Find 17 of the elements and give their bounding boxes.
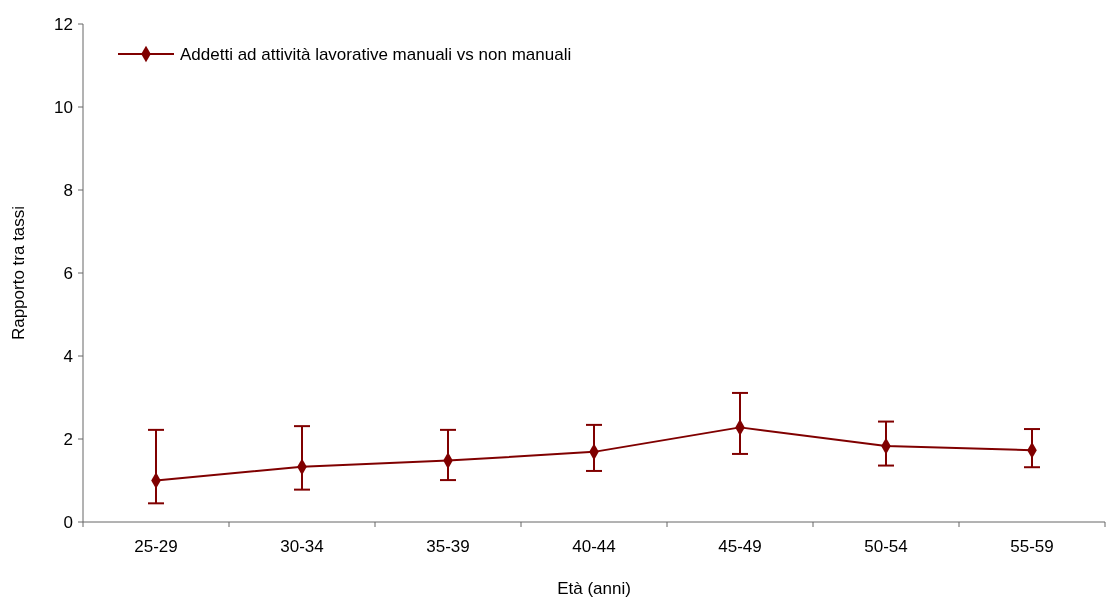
y-tick-label: 4 (63, 346, 73, 366)
x-tick-label: 55-59 (1010, 537, 1054, 556)
y-tick-label: 6 (63, 263, 73, 283)
y-tick-label: 2 (63, 429, 73, 449)
y-tick-label: 0 (63, 512, 73, 532)
x-tick-label: 35-39 (426, 537, 470, 556)
x-tick-label: 30-34 (280, 537, 324, 556)
x-axis-title: Età (anni) (557, 579, 631, 598)
legend-label: Addetti ad attività lavorative manuali vs non manuali (180, 44, 572, 64)
x-tick-label: 40-44 (572, 537, 616, 556)
y-tick-label: 12 (54, 14, 73, 34)
y-tick-label: 10 (54, 97, 73, 117)
y-tick-label: 8 (63, 180, 73, 200)
x-tick-label: 25-29 (134, 537, 178, 556)
y-axis-title: Rapporto tra tassi (9, 205, 28, 341)
x-tick-label: 45-49 (718, 537, 762, 556)
x-tick-label: 50-54 (864, 537, 908, 556)
